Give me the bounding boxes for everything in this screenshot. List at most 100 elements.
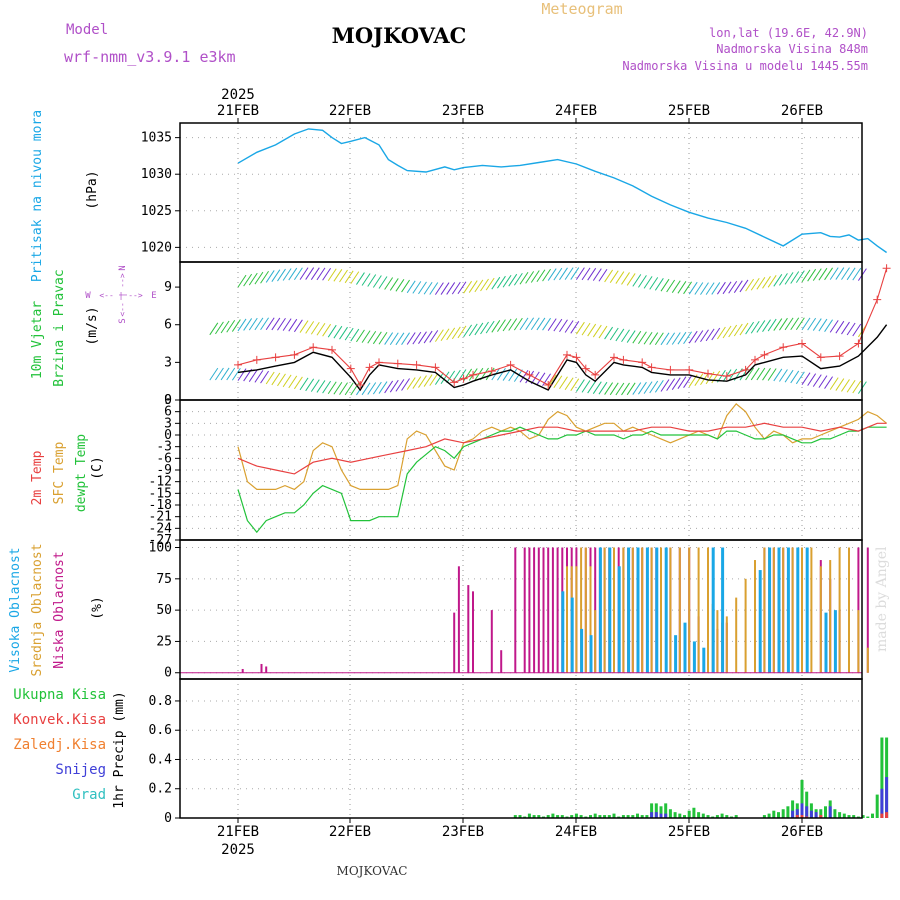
wind-barb	[570, 267, 580, 280]
snow-precip-bar	[664, 813, 668, 818]
panel-frame	[179, 122, 863, 263]
wind-gust-marker	[365, 363, 374, 372]
high-cloud-bar	[777, 547, 781, 673]
wind-barb	[288, 318, 298, 332]
wind-barb	[401, 279, 410, 293]
wind-barb	[389, 332, 399, 346]
total-precip-bar	[871, 813, 874, 818]
wind-barb	[694, 373, 704, 386]
total-precip-bar	[701, 813, 705, 818]
total-precip-bar	[518, 815, 522, 818]
wind-barb	[824, 319, 833, 332]
wind-barb	[756, 320, 766, 333]
wind-barb	[750, 367, 760, 381]
wind-barb	[350, 328, 360, 342]
wind-barb	[626, 273, 636, 286]
wind-barb	[395, 379, 405, 392]
compass-s: S	[118, 318, 128, 323]
wind-barb	[711, 370, 721, 384]
wind-barb	[835, 320, 845, 334]
y-tick-label: 3	[164, 416, 172, 431]
wind-gust-marker	[704, 369, 712, 378]
low-cloud-bar	[514, 547, 517, 673]
precip-unit: 1hr Precip (mm)	[112, 691, 127, 808]
total-precip-bar	[513, 815, 517, 818]
wind-gust-marker	[375, 358, 383, 367]
wind-barb	[378, 331, 388, 345]
wind-barb	[835, 378, 845, 391]
y-tick-label: 9	[164, 280, 172, 295]
mid-cloud-bar	[829, 560, 832, 673]
wind-barb	[525, 271, 535, 284]
total-precip-bar	[777, 812, 780, 818]
low-cloud-bar	[528, 547, 531, 673]
wind-barb	[638, 331, 647, 345]
wind-barb	[429, 282, 439, 295]
wind-barb	[530, 317, 540, 331]
wind-barb	[412, 281, 422, 294]
wind-barb	[784, 317, 794, 331]
wind-barb	[322, 267, 332, 281]
wind-barb	[215, 367, 224, 381]
wind-barb	[722, 281, 732, 295]
mid-cloud-bar	[622, 547, 625, 673]
y-tick-label: 1030	[141, 167, 172, 182]
wind-barb	[451, 326, 461, 340]
mid-cloud-bar	[819, 566, 822, 673]
total-precip-bar	[650, 803, 654, 818]
total-precip-bar	[603, 815, 607, 818]
wind-barb	[333, 269, 343, 282]
wind-barb	[519, 271, 529, 285]
wind-gust-marker	[459, 374, 468, 383]
wind-barb	[542, 268, 551, 282]
wind-barb	[316, 267, 326, 281]
wind-gust-marker	[760, 350, 769, 359]
wind-barb	[226, 367, 236, 381]
wind-barb	[293, 376, 303, 390]
wind-barb	[767, 368, 777, 381]
low-cloud-bar	[866, 547, 869, 673]
wind-barb	[434, 329, 444, 342]
wind-barb	[604, 382, 614, 395]
total-precip-bar	[560, 815, 564, 818]
total-precip-bar	[607, 815, 611, 818]
y-tick-label: 0.4	[149, 752, 173, 767]
wind-barb	[254, 317, 264, 331]
wind-barb	[384, 380, 394, 394]
wind-barb	[220, 320, 230, 334]
wind-gust-marker	[581, 364, 590, 373]
wind-gust-marker	[647, 363, 656, 372]
watermark: made by Angel	[874, 546, 890, 652]
high-cloud-bar	[655, 547, 659, 673]
wind-barb	[210, 280, 218, 292]
wind-gust-marker	[873, 295, 882, 304]
high-cloud-bar	[721, 547, 725, 673]
wind-gust-marker	[525, 370, 534, 379]
legend-hail: Grad	[72, 787, 106, 803]
mid-cloud-bar	[580, 547, 583, 673]
total-precip-bar	[664, 803, 668, 818]
wind-barb	[604, 269, 614, 283]
wind-barb	[683, 331, 692, 345]
wind-barb	[361, 273, 371, 286]
wind-barb	[733, 280, 743, 293]
wind-barb	[700, 329, 709, 343]
total-precip-bar	[692, 807, 696, 818]
y-tick-label: 0	[164, 811, 172, 826]
y-tick-label: -21	[149, 510, 172, 525]
total-precip-bar	[852, 815, 856, 818]
wind-barb	[762, 367, 771, 381]
wind-barb	[440, 328, 450, 342]
total-precip-bar	[668, 809, 672, 818]
wind-gust-marker	[290, 350, 299, 359]
y-tick-label: 3	[164, 355, 172, 370]
conv-precip-bar	[885, 812, 889, 818]
low-cloud-bar	[241, 668, 244, 673]
wind-gust-marker	[431, 363, 440, 372]
wind-barb	[604, 326, 614, 340]
wind-barb	[525, 317, 535, 331]
wind-barb	[221, 278, 229, 290]
total-precip-bar	[697, 812, 701, 818]
wind-barb	[739, 322, 749, 336]
